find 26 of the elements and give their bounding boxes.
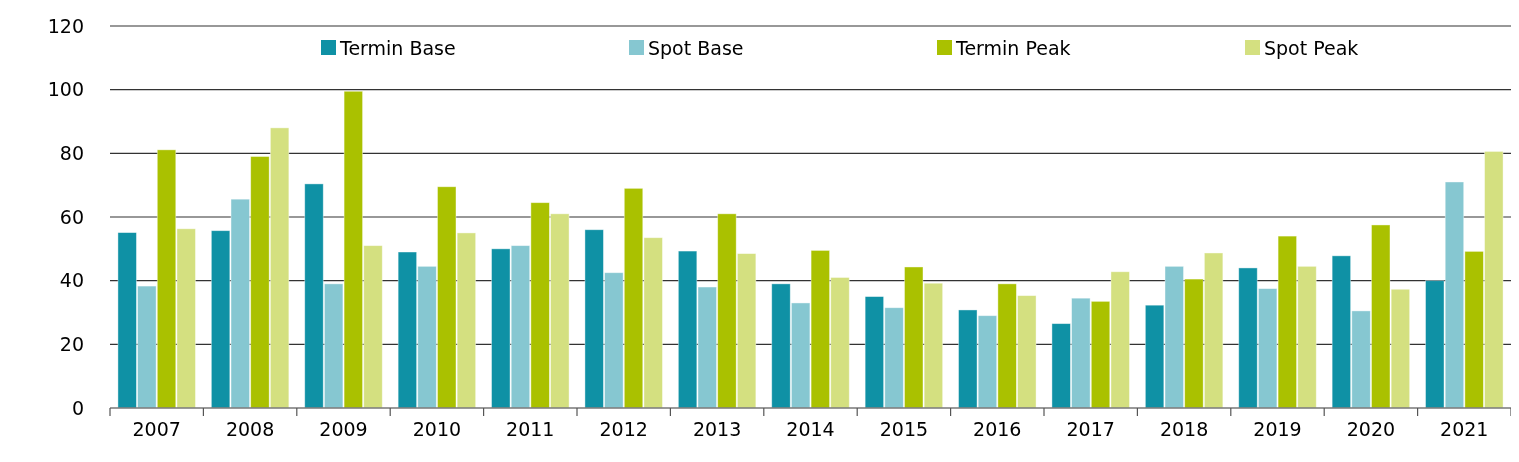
x-tick-label: 2017 xyxy=(1066,418,1115,440)
x-tick-label: 2018 xyxy=(1159,418,1209,440)
x-tick-label: 2014 xyxy=(786,418,835,440)
x-tick-label: 2021 xyxy=(1440,418,1489,440)
x-tick-label: 2010 xyxy=(412,418,462,440)
x-tick-label: 2007 xyxy=(132,418,181,440)
x-tick-label: 2013 xyxy=(692,418,742,440)
y-tick-label: 120 xyxy=(47,14,84,37)
x-tick-label: 2011 xyxy=(506,418,555,440)
x-tick-label: 2012 xyxy=(599,418,648,440)
y-tick-label: 100 xyxy=(47,78,84,101)
x-tick-label: 2015 xyxy=(879,418,929,440)
legend-label: Spot Base xyxy=(648,36,744,59)
x-tick-label: 2016 xyxy=(973,418,1022,440)
x-tick-label: 2019 xyxy=(1253,418,1302,440)
x-tick-label: 2009 xyxy=(319,418,368,440)
y-tick-label: 60 xyxy=(59,205,84,228)
legend-label: Spot Peak xyxy=(1264,36,1359,59)
y-tick-label: 0 xyxy=(71,396,84,419)
y-tick-label: 40 xyxy=(59,269,84,292)
x-tick-label: 2020 xyxy=(1346,418,1396,440)
y-tick-label: 20 xyxy=(59,332,84,355)
legend-label: Termin Base xyxy=(339,36,456,59)
y-tick-label: 80 xyxy=(59,141,84,164)
x-tick-label: 2008 xyxy=(225,418,275,440)
legend-label: Termin Peak xyxy=(955,36,1071,59)
